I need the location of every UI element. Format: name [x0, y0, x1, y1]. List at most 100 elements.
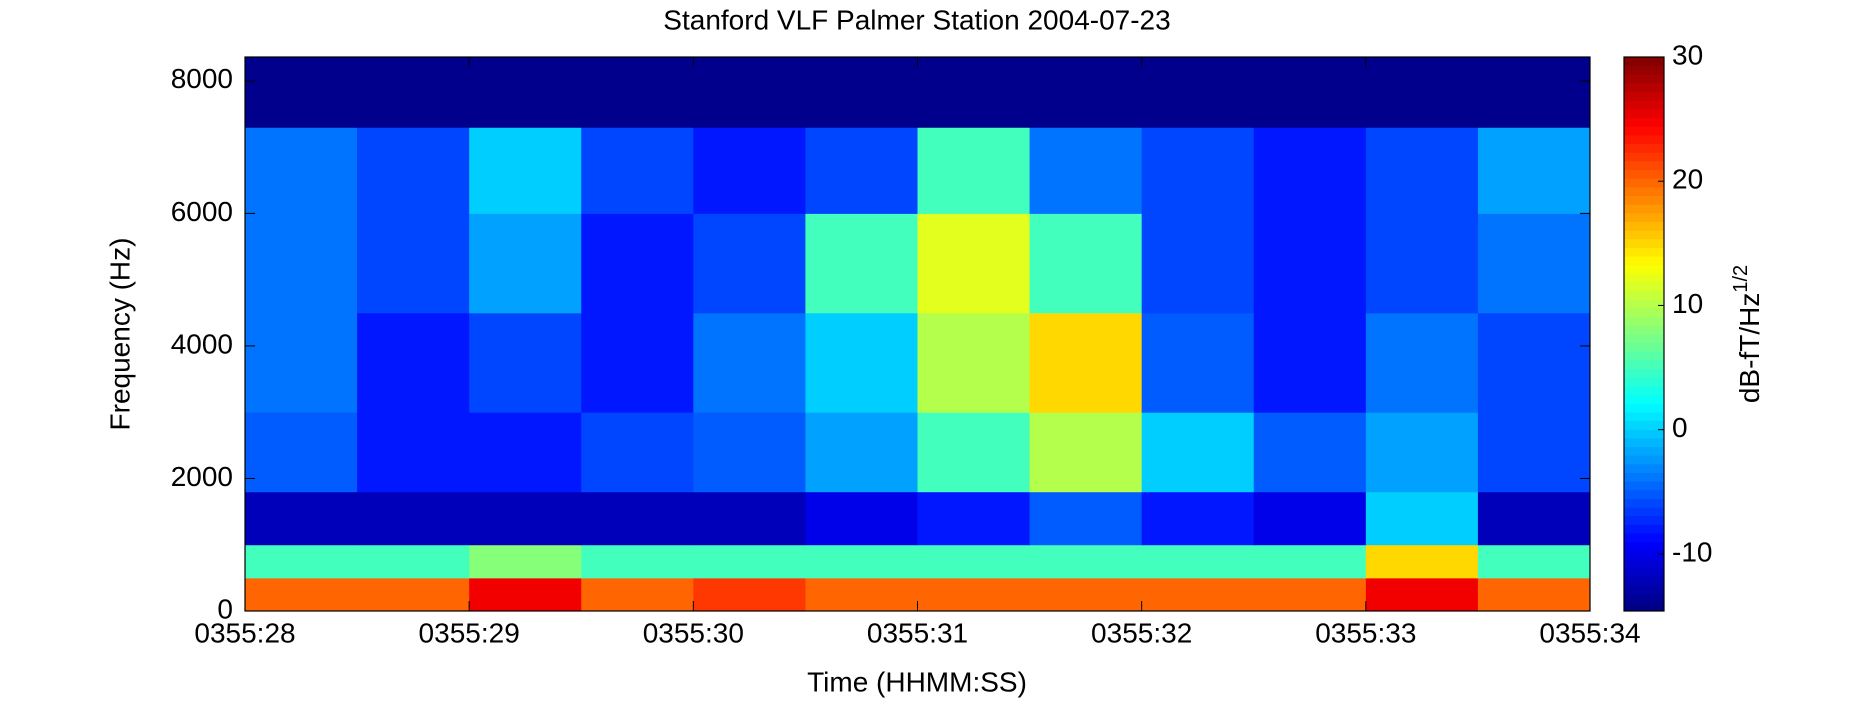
heatmap-cell: [245, 312, 358, 413]
colorbar-segment: [1624, 481, 1664, 491]
x-tick-label: 0355:31: [867, 617, 968, 648]
heatmap-cell: [469, 577, 582, 612]
heatmap-cell: [1141, 213, 1255, 314]
heatmap-cell: [469, 127, 582, 214]
colorbar-segment: [1624, 282, 1664, 292]
colorbar-segment: [1624, 57, 1664, 67]
colorbar-label-main: dB-fT/Hz: [1734, 293, 1765, 403]
heatmap-cell: [357, 213, 470, 314]
colorbar-segment: [1624, 100, 1664, 110]
colorbar-segment: [1624, 455, 1664, 465]
colorbar-segment: [1624, 221, 1664, 231]
heatmap-cell: [1365, 544, 1479, 579]
heatmap-cell: [917, 577, 1031, 612]
heatmap-cell: [1477, 312, 1591, 413]
heatmap-cell: [469, 312, 582, 413]
heatmap-cell: [1253, 312, 1367, 413]
colorbar-segment: [1624, 230, 1664, 240]
heatmap-cell: [805, 312, 918, 413]
heatmap-cell: [245, 213, 358, 314]
y-tick-label: 0: [217, 593, 233, 624]
colorbar-segment: [1624, 65, 1664, 75]
heatmap-cell: [1365, 312, 1479, 413]
colorbar-segment: [1624, 334, 1664, 344]
heatmap-cell: [357, 57, 470, 128]
colorbar-segment: [1624, 117, 1664, 127]
colorbar-segment: [1624, 247, 1664, 257]
colorbar-segment: [1624, 602, 1664, 612]
heatmap-cell: [581, 213, 694, 314]
heatmap-cell: [1365, 127, 1479, 214]
colorbar-segment: [1624, 585, 1664, 595]
heatmap-cell: [581, 57, 694, 128]
colorbar-segment: [1624, 533, 1664, 543]
heatmap-cell: [693, 577, 806, 612]
heatmap-cell: [805, 57, 918, 128]
colorbar-segment: [1624, 368, 1664, 378]
heatmap-cell: [1253, 57, 1367, 128]
heatmap-cell: [693, 127, 806, 214]
heatmap-cell: [1477, 57, 1591, 128]
colorbar-segment: [1624, 264, 1664, 274]
colorbar-segment: [1624, 108, 1664, 119]
x-tick-label: 0355:28: [194, 617, 295, 648]
colorbar-segment: [1624, 325, 1664, 335]
colorbar-segment: [1624, 420, 1664, 430]
colorbar-segment: [1624, 524, 1664, 534]
heatmap-cell: [917, 544, 1031, 579]
heatmap-cell: [357, 544, 470, 579]
heatmap-cell: [581, 544, 694, 579]
colorbar-segment: [1624, 134, 1664, 145]
colorbar-segment: [1624, 342, 1664, 352]
heatmap-cell: [1477, 412, 1591, 493]
heatmap-cell: [1477, 577, 1591, 612]
heatmap-cell: [1365, 57, 1479, 128]
heatmap-cell: [1029, 57, 1143, 128]
heatmap-cell: [917, 127, 1031, 214]
colorbar-segment: [1624, 290, 1664, 300]
colorbar-label: dB-fT/Hz1/2: [1730, 265, 1765, 403]
y-axis-label: Frequency (Hz): [104, 238, 135, 431]
heatmap-cell: [245, 577, 358, 612]
heatmap-cell: [581, 312, 694, 413]
heatmap-cell: [693, 213, 806, 314]
heatmap-cell: [693, 491, 806, 546]
heatmap-cell: [805, 213, 918, 314]
heatmap-cell: [1141, 412, 1255, 493]
colorbar-tick-label: 20: [1672, 164, 1703, 195]
colorbar-segment: [1624, 498, 1664, 508]
colorbar-segment: [1624, 429, 1664, 439]
colorbar-segment: [1624, 143, 1664, 153]
heatmap-cell: [581, 127, 694, 214]
heatmap-cell: [469, 412, 582, 493]
colorbar-segment: [1624, 593, 1664, 603]
heatmap-cell: [917, 213, 1031, 314]
heatmap-cell: [1253, 127, 1367, 214]
heatmap-cell: [581, 491, 694, 546]
heatmap-cell: [1029, 127, 1143, 214]
colorbar-segment: [1624, 212, 1664, 222]
colorbar-segment: [1624, 550, 1664, 560]
heatmap-cell: [469, 57, 582, 128]
colorbar-segment: [1624, 472, 1664, 482]
colorbar-segment: [1624, 126, 1664, 136]
colorbar-segment: [1624, 160, 1664, 171]
colorbar-segment: [1624, 559, 1664, 569]
x-tick-label: 0355:32: [1091, 617, 1192, 648]
heatmap-cell: [1365, 412, 1479, 493]
heatmap-cell: [805, 412, 918, 493]
colorbar-segment: [1624, 178, 1664, 188]
heatmap-cell: [805, 491, 918, 546]
heatmap-cell: [469, 491, 582, 546]
heatmap-cell: [693, 57, 806, 128]
colorbar-segment: [1624, 576, 1664, 586]
heatmap-cell: [1029, 312, 1143, 413]
heatmap-cell: [1029, 412, 1143, 493]
heatmap-cell: [1477, 213, 1591, 314]
heatmap-cell: [357, 412, 470, 493]
colorbar-segment: [1624, 515, 1664, 525]
colorbar-tick-label: 30: [1672, 39, 1703, 70]
x-axis-label: Time (HHMM:SS): [807, 666, 1027, 697]
heatmap-cell: [805, 127, 918, 214]
colorbar-segment: [1624, 74, 1664, 84]
